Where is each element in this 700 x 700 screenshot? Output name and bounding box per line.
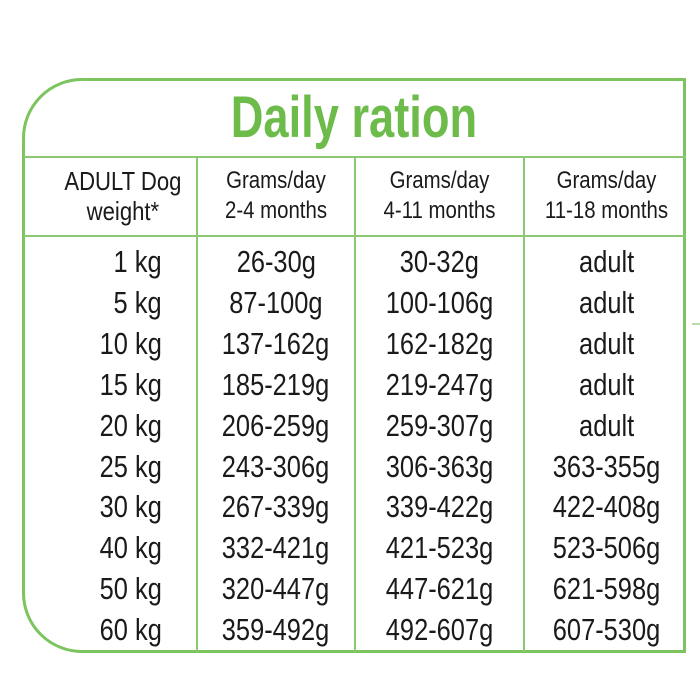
table-cell: adult <box>524 283 689 323</box>
cell-text: 320-447g <box>222 571 330 607</box>
cell-text: 447-621g <box>385 571 494 607</box>
table-cell: 30 kg <box>22 487 162 527</box>
cell-text: 243-306g <box>222 448 330 484</box>
cell-text: adult <box>578 284 635 320</box>
table-cell: 137-162g <box>197 324 355 364</box>
cell-text: 332-421g <box>222 530 330 566</box>
cell-text: 10 kg <box>99 325 162 361</box>
cell-text: 607-530g <box>552 612 661 648</box>
cell-text: adult <box>578 366 635 402</box>
cell-text: 162-182g <box>385 325 494 361</box>
cell-text: 359-492g <box>222 612 330 648</box>
cell-text: 40 kg <box>99 530 162 566</box>
cell-text: 206-259g <box>222 407 330 443</box>
cell-text: 100-106g <box>385 284 494 320</box>
table-cell: 206-259g <box>197 406 355 446</box>
cell-text: 25 kg <box>99 448 162 484</box>
table-cell: 5 kg <box>22 283 162 323</box>
cell-text: 15 kg <box>99 366 162 402</box>
cell-text: 306-363g <box>385 448 494 484</box>
cell-text: adult <box>578 325 635 361</box>
table-cell: 60 kg <box>22 610 162 650</box>
header-4-11-months: Grams/day 4-11 months <box>383 167 496 224</box>
table-cell: 219-247g <box>355 365 524 405</box>
table-cell: 306-363g <box>355 447 524 487</box>
cell-text: adult <box>578 407 635 443</box>
table-title: Daily ration <box>230 85 478 150</box>
divider <box>196 157 198 652</box>
cell-text: 339-422g <box>385 489 494 525</box>
table-cell: 87-100g <box>197 283 355 323</box>
table-cell: 359-492g <box>197 610 355 650</box>
table-cell: 162-182g <box>355 324 524 364</box>
table-cell: 26-30g <box>197 242 355 282</box>
table-cell: 339-422g <box>355 487 524 527</box>
cell-text: 219-247g <box>385 366 494 402</box>
cell-text: 5 kg <box>113 284 162 320</box>
cell-text: 1 kg <box>113 244 162 279</box>
cell-text: 26-30g <box>236 244 316 279</box>
cell-text: adult <box>578 244 635 279</box>
table-cell: 25 kg <box>22 447 162 487</box>
header-11-18-months: Grams/day 11-18 months <box>544 167 669 224</box>
cell-text: 30-32g <box>399 244 480 279</box>
cell-text: 30 kg <box>99 489 162 525</box>
table-cell: 447-621g <box>355 569 524 609</box>
header-2-4-months: Grams/day 2-4 months <box>224 167 328 224</box>
divider <box>523 157 525 652</box>
cell-text: 621-598g <box>552 571 661 607</box>
cell-text: 60 kg <box>99 612 162 648</box>
table-cell: 100-106g <box>355 283 524 323</box>
cell-text: 137-162g <box>222 325 330 361</box>
table-cell: 607-530g <box>524 610 689 650</box>
cell-text: 492-607g <box>385 612 494 648</box>
table-cell: adult <box>524 242 689 282</box>
header-weight: ADULT Dog weight* <box>64 166 182 226</box>
cell-text: 20 kg <box>99 407 162 443</box>
table-cell: 421-523g <box>355 528 524 568</box>
table-cell: adult <box>524 365 689 405</box>
table-cell: 10 kg <box>22 324 162 364</box>
cell-text: 267-339g <box>222 489 330 525</box>
table-cell: adult <box>524 406 689 446</box>
table-cell: 15 kg <box>22 365 162 405</box>
table-cell: 492-607g <box>355 610 524 650</box>
table-cell: 523-506g <box>524 528 689 568</box>
table-cell: 40 kg <box>22 528 162 568</box>
cell-text: 523-506g <box>552 530 661 566</box>
cell-text: 87-100g <box>229 284 323 320</box>
table-cell: 50 kg <box>22 569 162 609</box>
table-cell: 320-447g <box>197 569 355 609</box>
table-cell: 243-306g <box>197 447 355 487</box>
table-cell: 20 kg <box>22 406 162 446</box>
cell-text: 363-355g <box>552 448 661 484</box>
table-cell: adult <box>524 324 689 364</box>
cell-text: 50 kg <box>99 571 162 607</box>
divider <box>354 157 356 652</box>
cell-text: 259-307g <box>385 407 494 443</box>
table-cell: 332-421g <box>197 528 355 568</box>
table-cell: 422-408g <box>524 487 689 527</box>
cell-text: 421-523g <box>385 530 494 566</box>
cell-text: 422-408g <box>552 489 661 525</box>
divider <box>692 323 700 325</box>
table-cell: 621-598g <box>524 569 689 609</box>
table-cell: 30-32g <box>355 242 524 282</box>
cell-text: 185-219g <box>222 366 330 402</box>
table-cell: 185-219g <box>197 365 355 405</box>
table-cell: 259-307g <box>355 406 524 446</box>
table-cell: 267-339g <box>197 487 355 527</box>
table-cell: 363-355g <box>524 447 689 487</box>
table-cell: 1 kg <box>22 242 162 282</box>
